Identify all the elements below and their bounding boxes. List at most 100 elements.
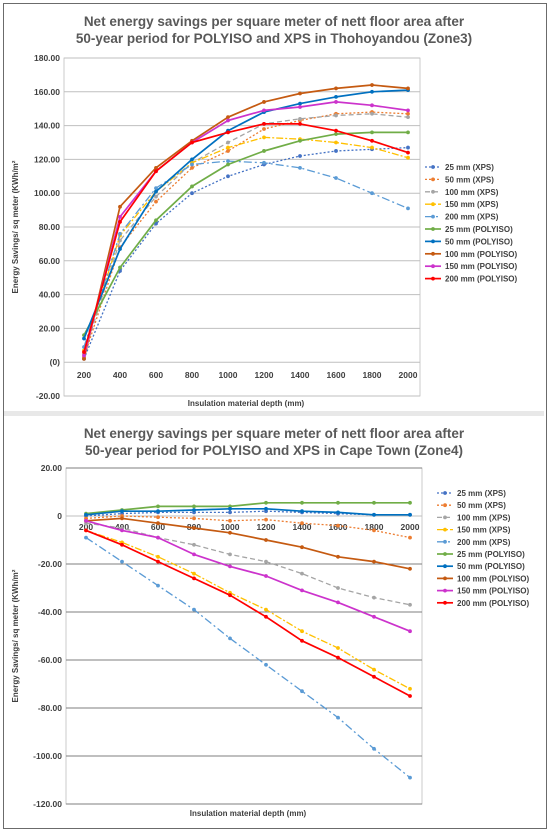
data-point — [372, 674, 376, 679]
x-tick-label: 1400 — [291, 370, 310, 380]
y-tick-label: -20.00 — [38, 559, 62, 569]
data-point — [154, 218, 158, 223]
legend-marker — [431, 202, 435, 207]
legend-marker — [431, 189, 435, 194]
data-point — [226, 140, 230, 145]
x-tick-label: 400 — [113, 370, 127, 380]
legend-marker — [431, 276, 435, 281]
data-point — [408, 694, 412, 698]
data-point — [264, 517, 268, 522]
data-point — [264, 662, 268, 667]
x-tick-label: 1000 — [221, 522, 240, 532]
data-point — [120, 542, 124, 547]
series-line — [85, 507, 410, 516]
data-point — [334, 113, 338, 118]
data-point — [298, 91, 302, 96]
y-tick-label: 20.00 — [39, 323, 61, 333]
data-point — [372, 559, 376, 564]
data-point — [192, 504, 196, 509]
y-tick-label: -40.00 — [38, 607, 62, 617]
legend-marker — [443, 552, 447, 556]
y-tick-label: 100.00 — [34, 188, 60, 198]
data-point — [82, 350, 86, 354]
chart-title-line: Net energy savings per square meter of n… — [84, 14, 465, 29]
panel-divider — [4, 411, 544, 416]
data-point — [228, 506, 232, 511]
y-tick-label: 120.00 — [34, 154, 60, 164]
data-point — [372, 595, 376, 600]
data-point — [264, 614, 268, 619]
series-line — [83, 111, 409, 358]
data-point — [334, 132, 338, 136]
data-point — [226, 118, 230, 123]
data-point — [192, 576, 196, 581]
chart-title-line: Net energy savings per square meter of n… — [84, 426, 465, 441]
data-point — [156, 559, 160, 564]
data-point — [334, 86, 338, 91]
data-point — [372, 500, 376, 505]
x-tick-label: 1000 — [219, 370, 238, 380]
data-point — [334, 100, 338, 104]
legend-entry: 100 mm (POLYISO) — [445, 250, 518, 259]
series-line — [83, 123, 409, 353]
series-line — [83, 101, 409, 356]
data-point — [156, 583, 160, 588]
data-point — [156, 521, 160, 526]
data-point — [406, 206, 410, 211]
y-tick-label: -80.00 — [38, 703, 62, 713]
data-point — [154, 165, 158, 170]
y-tick-label: -60.00 — [38, 655, 62, 665]
x-tick-label: 1200 — [257, 522, 276, 532]
data-point — [298, 105, 302, 109]
y-tick-label: 160.00 — [34, 87, 60, 97]
data-point — [336, 510, 340, 515]
data-point — [408, 500, 412, 505]
series-line — [85, 517, 411, 570]
data-point — [408, 775, 412, 780]
data-point — [226, 115, 230, 120]
data-point — [370, 145, 374, 150]
data-point — [118, 214, 122, 219]
data-point — [406, 111, 410, 116]
series-line — [85, 501, 410, 515]
data-point — [84, 518, 88, 523]
legend-entry: 200 mm (POLYISO) — [457, 599, 530, 608]
series-line — [85, 537, 411, 779]
legend-marker — [431, 165, 435, 169]
series-line — [85, 529, 411, 690]
y-axis-label: Energy Savings/ sq meter (KWh/m² — [11, 569, 20, 702]
y-axis-label: Energy Savings/ sq meter (KWh/m² — [11, 160, 20, 293]
legend-entry: 25 mm (POLYISO) — [457, 550, 525, 559]
data-point — [370, 103, 374, 108]
data-point — [300, 509, 304, 514]
series-line — [83, 136, 409, 351]
legend-marker — [431, 264, 435, 269]
series-line — [83, 84, 409, 359]
data-point — [118, 247, 122, 251]
data-point — [190, 162, 194, 167]
legend-marker — [443, 503, 447, 508]
legend-marker — [431, 177, 435, 182]
series-line — [83, 113, 409, 354]
data-point — [120, 528, 124, 533]
data-point — [228, 518, 232, 523]
x-tick-label: 800 — [185, 370, 199, 380]
data-point — [406, 155, 410, 160]
data-point — [262, 100, 266, 104]
data-point — [228, 530, 232, 535]
legend-marker — [443, 491, 447, 495]
data-point — [300, 588, 304, 593]
data-point — [190, 184, 194, 189]
data-point — [120, 516, 124, 521]
legend-entry: 150 mm (XPS) — [445, 200, 499, 209]
x-tick-label: 600 — [149, 370, 163, 380]
data-point — [192, 516, 196, 521]
x-tick-label: 1200 — [255, 370, 274, 380]
legend-entry: 150 mm (POLYISO) — [445, 262, 518, 271]
legend-entry: 50 mm (POLYISO) — [445, 237, 513, 246]
data-point — [298, 101, 302, 106]
data-point — [84, 512, 88, 517]
data-point — [372, 512, 376, 517]
data-point — [336, 500, 340, 505]
data-point — [154, 169, 158, 174]
